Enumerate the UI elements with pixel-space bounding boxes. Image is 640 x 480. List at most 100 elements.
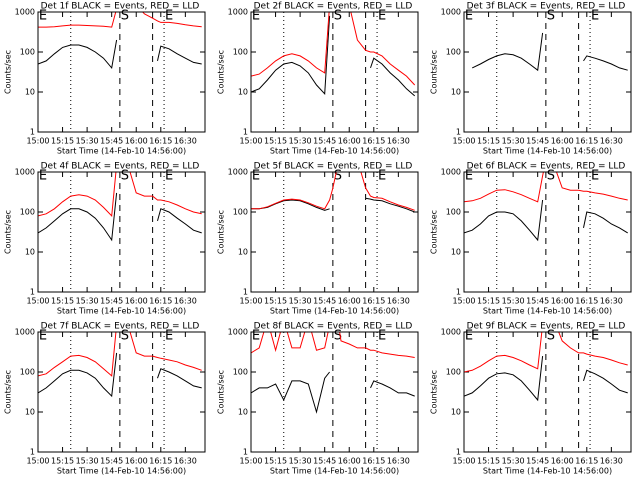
x-tick-label: 15:30 [289, 457, 312, 466]
y-axis-label: Counts/sec [217, 210, 226, 254]
y-tick-label: 10 [238, 408, 248, 417]
panel: Det 5f BLACK = Events, RED = LLD Counts/s… [217, 162, 419, 316]
event-label: E [465, 169, 473, 184]
event-label: E [378, 169, 386, 184]
y-tick-label: 1 [30, 128, 35, 137]
plot-frame [250, 331, 419, 453]
x-tick-label: 15:15 [477, 137, 500, 146]
y-tick-label: 1000 [15, 168, 35, 177]
data-line [464, 356, 544, 402]
panel: Det 7f BLACK = Events, RED = LLD Counts/s… [4, 322, 206, 476]
x-tick-label: 15:30 [289, 297, 312, 306]
event-label: E [165, 9, 173, 24]
y-tick-label: 1 [456, 128, 461, 137]
x-tick-label: 16:30 [600, 457, 623, 466]
panel: Det 9f BLACK = Events, RED = LLD Counts/s… [430, 322, 632, 476]
y-tick-label: 100 [446, 48, 461, 57]
x-tick-label: 15:00 [239, 457, 262, 466]
data-line [251, 332, 415, 358]
x-tick-label: 15:30 [502, 457, 525, 466]
data-line [464, 172, 628, 203]
x-tick-label: 16:00 [125, 457, 148, 466]
x-tick-label: 15:00 [452, 137, 475, 146]
x-tick-label: 16:30 [387, 137, 410, 146]
x-tick-label: 16:15 [362, 137, 385, 146]
x-tick-label: 16:15 [362, 297, 385, 306]
data-line [38, 192, 118, 242]
data-line [251, 12, 416, 86]
y-tick-label: 10 [25, 88, 35, 97]
y-tick-label: 1 [456, 448, 461, 457]
y-tick-label: 1000 [15, 328, 35, 337]
y-tick-label: 1 [30, 448, 35, 457]
x-tick-label: 16:00 [125, 297, 148, 306]
data-line [251, 172, 415, 211]
y-tick-label: 1000 [228, 168, 248, 177]
event-label: S [547, 169, 555, 184]
x-tick-label: 15:45 [526, 137, 549, 146]
x-tick-label: 15:15 [264, 297, 287, 306]
event-label: E [252, 169, 260, 184]
y-axis-label: Counts/sec [4, 50, 13, 94]
x-tick-label: 15:45 [313, 457, 336, 466]
event-label: S [547, 9, 555, 24]
event-label: S [121, 169, 129, 184]
x-axis-label: Start Time (14-Feb-10 14:56:00) [483, 467, 612, 476]
event-label: E [465, 329, 473, 344]
y-tick-label: 1000 [441, 8, 461, 17]
event-label: E [165, 329, 173, 344]
y-tick-label: 100 [20, 208, 35, 217]
x-tick-label: 15:00 [452, 297, 475, 306]
y-axis-label: Counts/sec [4, 370, 13, 414]
y-tick-label: 1000 [228, 8, 248, 17]
y-tick-label: 1000 [441, 328, 461, 337]
panel: Det 2f BLACK = Events, RED = LLD Counts/s… [217, 2, 419, 156]
x-tick-label: 16:00 [338, 297, 361, 306]
y-tick-label: 100 [233, 208, 248, 217]
y-tick-label: 1000 [228, 328, 248, 337]
x-tick-label: 16:00 [551, 137, 574, 146]
data-line [251, 15, 331, 95]
y-tick-label: 10 [25, 248, 35, 257]
chart-title: Det 2f BLACK = Events, RED = LLD [254, 2, 413, 12]
data-line [38, 172, 202, 218]
x-tick-label: 16:00 [551, 457, 574, 466]
event-label: S [334, 9, 342, 24]
x-tick-label: 15:45 [100, 297, 123, 306]
x-axis-label: Start Time (14-Feb-10 14:56:00) [57, 147, 186, 156]
event-label: E [591, 329, 599, 344]
x-tick-label: 16:00 [551, 297, 574, 306]
y-tick-label: 10 [451, 248, 461, 257]
panel: Det 8f BLACK = Events, RED = LLD Counts/s… [217, 322, 419, 476]
x-tick-label: 16:30 [387, 297, 410, 306]
chart-title: Det 1f BLACK = Events, RED = LLD [41, 2, 200, 12]
panel: Det 1f BLACK = Events, RED = LLD Counts/s… [4, 2, 206, 156]
data-line [583, 211, 628, 234]
x-tick-label: 15:30 [289, 137, 312, 146]
plot-frame [463, 331, 632, 453]
chart-title: Det 5f BLACK = Events, RED = LLD [254, 162, 413, 172]
data-line [38, 12, 202, 28]
y-tick-label: 10 [451, 88, 461, 97]
x-tick-label: 15:15 [477, 297, 500, 306]
chart-title: Det 6f BLACK = Events, RED = LLD [467, 162, 626, 172]
x-tick-label: 15:15 [51, 137, 74, 146]
panel: Det 3f BLACK = Events, RED = LLD Counts/s… [430, 2, 632, 156]
event-label: E [165, 169, 173, 184]
x-tick-label: 16:00 [338, 457, 361, 466]
y-tick-label: 100 [446, 208, 461, 217]
x-tick-label: 16:30 [387, 457, 410, 466]
y-tick-label: 10 [238, 248, 248, 257]
event-label: E [39, 169, 47, 184]
x-tick-label: 16:30 [174, 297, 197, 306]
event-label: S [121, 329, 129, 344]
panel: Det 4f BLACK = Events, RED = LLD Counts/s… [4, 162, 206, 316]
event-label: E [465, 9, 473, 24]
x-tick-label: 15:00 [26, 137, 49, 146]
x-tick-label: 16:15 [575, 457, 598, 466]
x-tick-label: 15:00 [26, 297, 49, 306]
y-tick-label: 1000 [15, 8, 35, 17]
x-axis-label: Start Time (14-Feb-10 14:56:00) [483, 147, 612, 156]
y-tick-label: 10 [238, 88, 248, 97]
y-tick-label: 1 [456, 288, 461, 297]
